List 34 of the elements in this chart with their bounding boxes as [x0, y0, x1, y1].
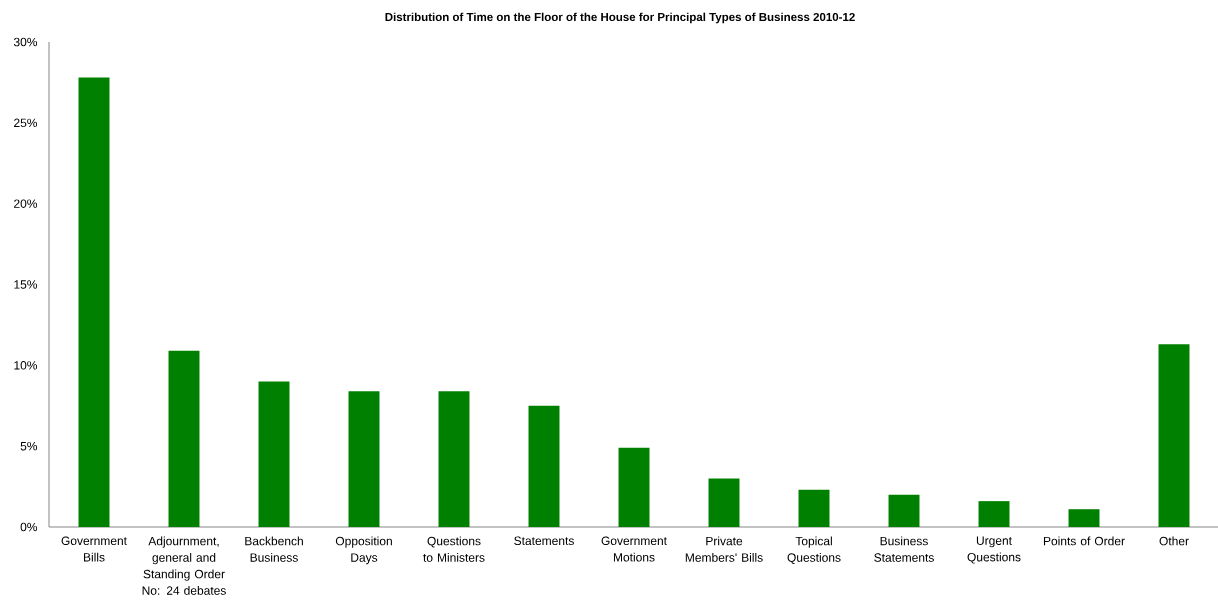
x-tick-label: Government Bills: [61, 536, 127, 562]
y-tick-label: 0%: [20, 522, 38, 532]
x-tick-label: Statements: [514, 536, 574, 546]
bar: [618, 447, 650, 527]
bar: [78, 77, 110, 527]
y-tick-label: 30%: [13, 37, 38, 47]
x-tick-label: Topical Questions: [787, 536, 841, 564]
y-tick-label: 10%: [14, 361, 38, 370]
x-tick-label: Urgent Questions: [967, 536, 1021, 564]
x-tick-label: Questions to Ministers: [423, 536, 485, 562]
y-tick-label: 20%: [14, 199, 38, 208]
bar: [258, 381, 290, 527]
y-tick-label: 15%: [14, 280, 38, 289]
bar: [438, 391, 470, 527]
chart-title: Distribution of Time on the Floor of the House for Principal Types of Business 2010-12: [385, 12, 855, 24]
x-tick-label: Private Members' Bills: [685, 536, 763, 562]
y-tick-label: 5%: [20, 441, 38, 451]
bar: [888, 494, 920, 527]
bar: [168, 350, 200, 527]
bar: [348, 391, 380, 527]
x-tick-label: Other: [1159, 536, 1189, 546]
y-tick-label: 25%: [14, 118, 38, 128]
x-tick-label: Government Motions: [601, 536, 667, 562]
x-tick-label: Opposition Days: [335, 536, 392, 565]
bar: [708, 478, 740, 527]
bar: [1158, 344, 1190, 527]
bar: [978, 501, 1010, 527]
bar: [798, 489, 830, 527]
x-tick-label: Adjournment, general and Standing Order No: 24 debates: [142, 536, 226, 595]
bar: [528, 405, 560, 527]
x-tick-label: Backbench Business: [245, 536, 303, 562]
bar: [1068, 509, 1100, 527]
x-tick-label: Business Statements: [874, 536, 934, 562]
x-tick-label: Points of Order: [1043, 536, 1125, 546]
